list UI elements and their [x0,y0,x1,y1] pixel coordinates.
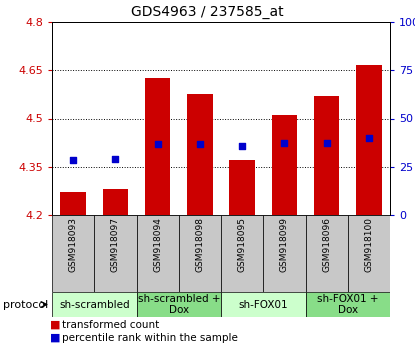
Bar [221,292,305,317]
Text: ■: ■ [50,333,61,343]
Bar [263,215,305,292]
Point [70,158,76,163]
Bar [94,215,137,292]
Bar [179,215,221,292]
Text: GSM918094: GSM918094 [153,217,162,272]
Bar [314,96,339,215]
Point [323,140,330,145]
Bar [305,292,390,317]
Bar [187,95,212,215]
Point [366,135,372,141]
Text: sh-FOX01 +
Dox: sh-FOX01 + Dox [317,294,378,315]
Bar [137,292,221,317]
Text: sh-scrambled +
Dox: sh-scrambled + Dox [137,294,220,315]
Bar [272,115,297,215]
Point [112,156,119,161]
Text: sh-scrambled: sh-scrambled [59,299,129,309]
Bar [145,78,170,215]
Bar [221,215,263,292]
Text: ■: ■ [50,320,61,330]
Point [239,143,245,149]
Bar [61,193,86,215]
Point [281,140,288,145]
Bar [52,292,137,317]
Text: GSM918096: GSM918096 [322,217,331,272]
Text: GSM918097: GSM918097 [111,217,120,272]
Point [154,141,161,147]
Bar [103,189,128,215]
Text: transformed count: transformed count [62,320,159,330]
Text: GDS4963 / 237585_at: GDS4963 / 237585_at [131,5,284,19]
Text: GSM918100: GSM918100 [364,217,374,272]
Bar [348,215,390,292]
Text: GSM918099: GSM918099 [280,217,289,272]
Text: sh-FOX01: sh-FOX01 [239,299,288,309]
Text: protocol: protocol [3,299,48,309]
Bar [137,215,179,292]
Text: GSM918098: GSM918098 [195,217,204,272]
Bar [356,65,381,215]
Text: GSM918093: GSM918093 [68,217,78,272]
Text: GSM918095: GSM918095 [238,217,247,272]
Point [197,141,203,147]
Bar [52,215,94,292]
Bar [229,160,255,215]
Text: percentile rank within the sample: percentile rank within the sample [62,333,238,343]
Bar [305,215,348,292]
